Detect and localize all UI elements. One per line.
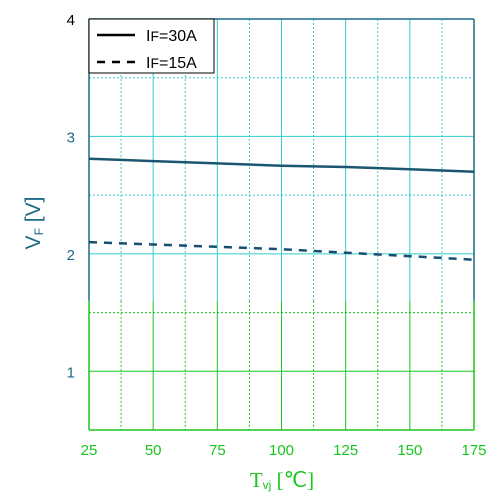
legend-label-15A-rest: =15A <box>159 55 197 72</box>
legend: IF=30A IF=15A <box>88 18 215 74</box>
series-line-if15a <box>88 240 475 261</box>
y-tick-label: 1 <box>67 364 75 381</box>
x-axis-label-unit: [℃] <box>271 468 314 492</box>
legend-label-30A-main: I <box>146 28 150 45</box>
legend-label-15A-main: I <box>146 55 150 72</box>
series-line-if30a <box>88 157 475 173</box>
y-axis-label-main: V <box>22 235 45 249</box>
legend-label-30A: IF=30A <box>146 28 197 45</box>
grid-layer <box>89 19 474 430</box>
legend-label-30A-rest: =30A <box>159 28 197 45</box>
x-tick-label: 75 <box>209 442 226 459</box>
legend-box <box>88 18 215 74</box>
legend-label-15A-sub: F <box>150 55 159 71</box>
x-axis-label-sub: vj <box>263 478 272 492</box>
y-axis-label-sub: F <box>32 228 46 235</box>
x-axis-label-main: T <box>250 468 263 492</box>
legend-label-30A-sub: F <box>150 28 159 44</box>
legend-label-15A: IF=15A <box>146 55 197 72</box>
x-tick-label: 125 <box>333 442 358 459</box>
x-tick-label: 50 <box>145 442 162 459</box>
series-layer <box>88 157 475 261</box>
y-tick-label: 3 <box>67 129 75 146</box>
y-axis-label: VF [V] <box>22 197 46 250</box>
x-tick-label: 175 <box>461 442 486 459</box>
y-tick-label: 4 <box>67 12 75 29</box>
x-axis-label: Tvj [℃] <box>250 468 314 492</box>
x-tick-label: 25 <box>81 442 98 459</box>
tick-labels: 1 2 3 4 25 50 75 100 125 150 175 <box>67 12 487 459</box>
x-tick-label: 100 <box>269 442 294 459</box>
y-axis-label-unit: [V] <box>22 197 45 229</box>
x-tick-label: 150 <box>397 442 422 459</box>
y-tick-label: 2 <box>67 247 75 264</box>
